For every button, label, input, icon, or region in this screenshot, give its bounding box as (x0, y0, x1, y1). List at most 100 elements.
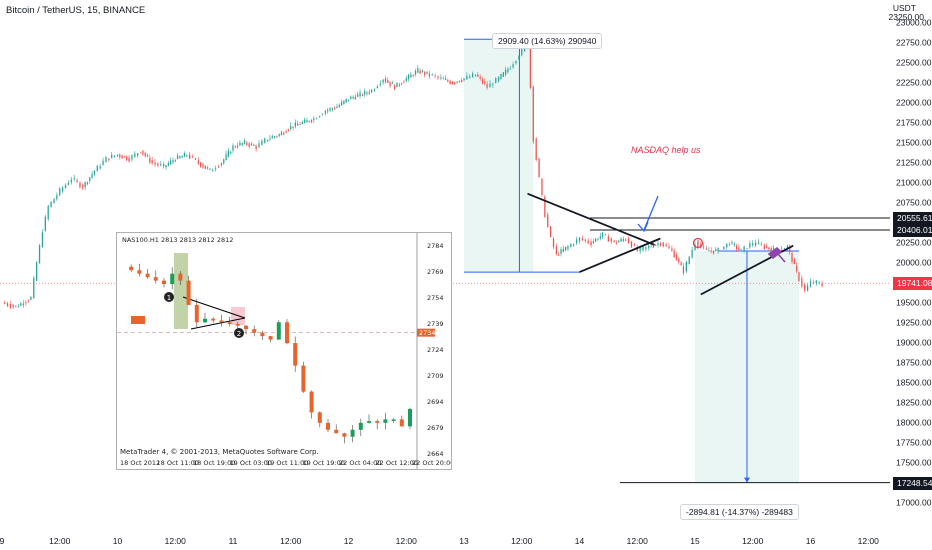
x-tick-label: 9 (0, 536, 5, 546)
x-tick-label: 12:00 (165, 536, 187, 546)
inset-footer: MetaTrader 4, © 2001-2013, MetaQuotes So… (120, 448, 319, 456)
inset-candle (326, 422, 330, 430)
inset-x-tick: 18 Oct 2012 (120, 459, 161, 467)
chart-title: Bitcoin / TetherUS, 15, BINANCE (6, 5, 146, 16)
inset-left-price-flag (131, 316, 145, 324)
inset-candle (129, 266, 134, 271)
inset-candle (153, 277, 158, 281)
y-tick-label: 23000.00 (896, 18, 932, 28)
x-tick-label: 12:00 (627, 536, 649, 546)
inset-candle (244, 325, 248, 330)
y-tick-label: 19500.00 (896, 298, 932, 308)
x-tick-label: 15 (690, 536, 700, 546)
inset-marker-label: 2 (237, 330, 241, 338)
x-tick-label: 12 (344, 536, 354, 546)
inset-candle (309, 391, 314, 413)
inset-trendline (182, 296, 246, 319)
y-tick-label: 22750.00 (896, 38, 932, 48)
upper-measure-zone (464, 39, 534, 273)
inset-trendline (190, 317, 246, 330)
y-tick-label: 20250.00 (896, 238, 932, 248)
inset-candle (334, 429, 339, 434)
x-tick-label: 12:00 (858, 536, 880, 546)
inset-current-value: 2734 (419, 328, 436, 337)
x-tick-label: 12:00 (511, 536, 533, 546)
price-tag: 17248.54 (893, 476, 932, 490)
x-tick-label: 12:00 (396, 536, 418, 546)
inset-y-tick: 2679 (427, 424, 444, 433)
inset-candle (375, 421, 380, 423)
inset-candle (260, 332, 265, 337)
inset-candle (399, 419, 404, 427)
inset-candle (342, 433, 347, 437)
upper-measure-label: 2909.40 (14.63%) 290940 (492, 33, 603, 49)
inset-marker-label: 1 (167, 294, 171, 302)
x-tick-label: 11 (229, 536, 238, 546)
inset-highlight-zone (174, 253, 188, 329)
inset-x-tick: 18 Oct 11:00 (156, 459, 199, 467)
inset-y-tick: 2754 (427, 293, 444, 302)
y-tick-label: 21500.00 (896, 138, 932, 148)
inset-y-tick: 2709 (427, 372, 444, 381)
inset-x-tick: 22 Oct 12:00 (375, 459, 418, 467)
y-tick-label: 21000.00 (896, 178, 932, 188)
y-tick-label: 18750.00 (896, 358, 932, 368)
price-top-label: 23250.00 (888, 12, 924, 22)
inset-x-tick: 22 Oct 20:00 (412, 459, 452, 467)
x-tick-label: 13 (459, 536, 469, 546)
inset-x-tick: 18 Oct 19:00 (193, 459, 236, 467)
inset-y-tick: 2769 (427, 267, 444, 276)
x-tick-label: 12:00 (280, 536, 302, 546)
inset-candle (186, 280, 191, 305)
inset-x-tick: 22 Oct 04:00 (339, 459, 382, 467)
inset-candle (227, 322, 232, 324)
nasdaq-inset-svg: 12 (117, 233, 451, 469)
inset-y-tick: 2784 (427, 241, 444, 250)
y-tick-label: 20750.00 (896, 198, 932, 208)
inset-y-tick: 2664 (427, 450, 444, 459)
inset-candle (301, 365, 306, 392)
inset-marker (234, 328, 244, 338)
trendline (579, 237, 661, 273)
inset-candle (268, 336, 273, 340)
inset-candle (358, 422, 363, 430)
price-unit: USDT (892, 3, 916, 13)
inset-candle (285, 322, 289, 344)
x-tick-label: 12:00 (742, 536, 764, 546)
x-tick-label: 16 (806, 536, 816, 546)
y-tick-label: 17750.00 (896, 438, 932, 448)
inset-candle (276, 322, 281, 340)
y-tick-label: 21750.00 (896, 118, 932, 128)
inset-candle (219, 320, 224, 323)
price-tag: 20406.01 (893, 224, 932, 238)
lower-measure-label: -2894.81 (-14.37%) -289483 (680, 504, 799, 520)
trendline (527, 192, 655, 246)
inset-y-tick: 2724 (427, 346, 444, 354)
inset-x-tick: 19 Oct 19:00 (302, 459, 345, 467)
x-tick-label: 10 (113, 536, 123, 546)
hammer-icon (767, 246, 786, 263)
inset-x-tick: 19 Oct 11:00 (266, 459, 309, 467)
inset-candle (170, 273, 175, 285)
inset-candle (350, 429, 355, 437)
y-tick-label: 21250.00 (896, 158, 932, 168)
inset-candle (408, 408, 412, 427)
inset-candle (235, 323, 240, 326)
inset-candle (383, 419, 388, 423)
inset-y-tick: 2739 (427, 319, 444, 328)
inset-title: NAS100.H1 2813 2813 2812 2812 (122, 236, 234, 244)
inset-candle (293, 343, 298, 366)
y-tick-label: 22250.00 (896, 78, 932, 88)
inset-marker (164, 292, 174, 302)
inset-candle (211, 318, 216, 321)
y-tick-label: 20000.00 (896, 258, 932, 268)
nasdaq-note: NASDAQ help us (631, 145, 701, 155)
alert-clock-icon (692, 237, 704, 249)
inset-current-flag (417, 328, 435, 337)
inset-candle (367, 421, 371, 423)
y-tick-label: 18250.00 (896, 398, 932, 408)
x-tick-label: 14 (575, 536, 585, 546)
